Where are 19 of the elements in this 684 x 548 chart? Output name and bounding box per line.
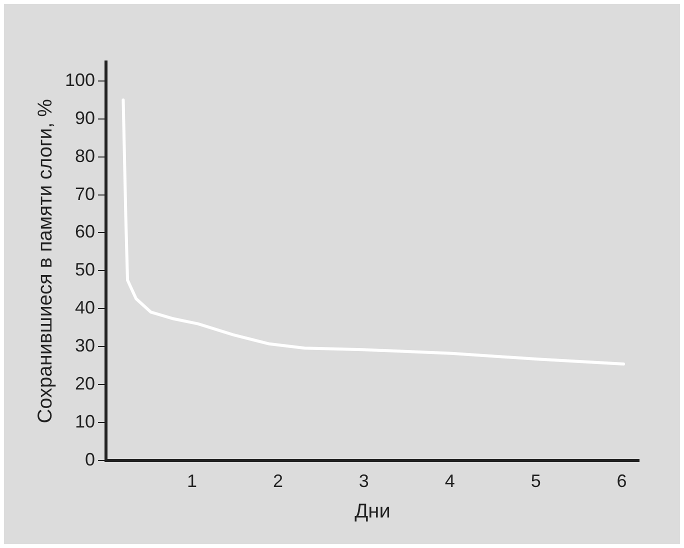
- y-tick-label: 60: [75, 222, 96, 242]
- y-tick-label: 70: [75, 184, 96, 204]
- x-tick-label: 2: [272, 471, 283, 492]
- x-tick-label: 4: [444, 471, 455, 492]
- x-axis-title: Дни: [354, 500, 390, 523]
- y-tick-label: 20: [75, 373, 96, 394]
- y-tick-label: 100: [64, 70, 96, 90]
- y-tick-label: 50: [75, 260, 96, 280]
- x-tick-label: 3: [358, 471, 369, 492]
- x-tick-label: 6: [616, 471, 627, 492]
- y-tick-label: 40: [75, 298, 96, 318]
- y-tick-label: 30: [75, 336, 96, 356]
- y-axis-title: Сохранившиеся в памяти слоги, %: [34, 98, 57, 424]
- y-tick-label: 80: [75, 146, 96, 166]
- x-tick-label: 5: [530, 471, 541, 492]
- y-tick-label: 10: [75, 411, 96, 432]
- y-tick-label: 90: [75, 108, 96, 128]
- x-tick-label: 1: [186, 471, 198, 492]
- y-tick-label: 0: [85, 449, 96, 470]
